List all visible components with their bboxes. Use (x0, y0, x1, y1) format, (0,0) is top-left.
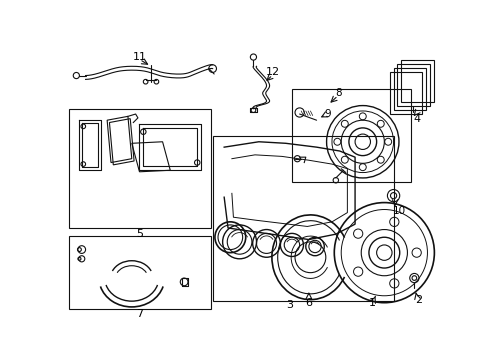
Bar (213, 136, 393, 301)
Text: 7: 7 (136, 309, 143, 319)
Text: 9: 9 (325, 109, 331, 119)
Text: 8: 8 (335, 88, 342, 98)
Bar (69, 109, 211, 228)
Text: 10: 10 (392, 206, 406, 216)
Text: 5: 5 (136, 229, 143, 239)
Bar (393, 68, 426, 110)
Bar (69, 236, 211, 309)
Text: 3: 3 (286, 300, 293, 310)
Bar (401, 60, 434, 103)
Bar (390, 72, 422, 114)
Text: 4: 4 (413, 114, 420, 123)
Text: 11: 11 (132, 52, 147, 62)
Bar (397, 64, 430, 106)
Text: 6: 6 (305, 298, 313, 308)
Text: 12: 12 (266, 67, 280, 77)
Bar (292, 89, 411, 182)
Text: 2: 2 (415, 294, 422, 305)
Text: 1: 1 (368, 298, 375, 308)
